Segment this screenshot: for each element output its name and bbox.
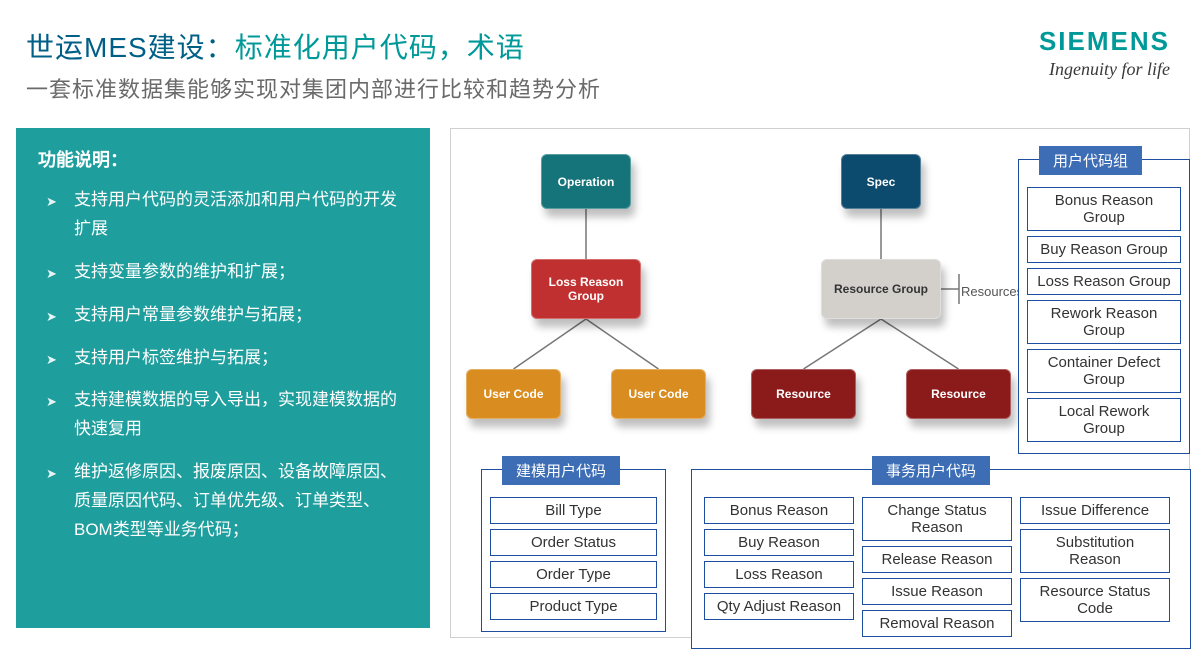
diagram-node-uc2: User Code — [611, 369, 706, 419]
group-items-user-code-groups: Bonus Reason Group Buy Reason Group Loss R… — [1027, 187, 1181, 442]
feature-item: 支持用户标签维护与拓展； — [46, 344, 408, 373]
group-model-user-codes: 建模用户代码 Bill TypeOrder StatusOrder TypePr… — [481, 469, 666, 632]
code-group-tag: Local Rework Group — [1027, 398, 1181, 442]
title-accent: 标准化用户代码，术语 — [235, 32, 525, 63]
code-group-tag: Rework Reason Group — [1027, 300, 1181, 344]
diagram-node-r1: Resource — [751, 369, 856, 419]
group-txn-user-codes: 事务用户代码 Bonus ReasonBuy ReasonLoss Reason… — [691, 469, 1191, 649]
model-code-tag: Order Status — [490, 529, 657, 556]
title-block: 世运MES建设：标准化用户代码，术语 一套标准数据集能够实现对集团内部进行比较和… — [26, 26, 601, 104]
diagram-node-op: Operation — [541, 154, 631, 209]
feature-item: 维护返修原因、报废原因、设备故障原因、质量原因代码、订单优先级、订单类型、BOM… — [46, 458, 408, 545]
txn-code-tag: Qty Adjust Reason — [704, 593, 854, 620]
feature-item: 支持建模数据的导入导出，实现建模数据的快速复用 — [46, 386, 408, 444]
group-items-model: Bill Type Order Status Order Type Product T… — [490, 497, 657, 620]
txn-code-tag: Change Status Reason — [862, 497, 1012, 541]
txn-col: Change Status Reason Release Reason Issue … — [862, 492, 1012, 642]
feature-panel: 功能说明： 支持用户代码的灵活添加和用户代码的开发扩展支持变量参数的维护和扩展；… — [16, 128, 430, 628]
txn-code-tag: Bonus Reason — [704, 497, 854, 524]
group-user-code-groups: 用户代码组 Bonus Reason GroupBuy Reason Group… — [1018, 159, 1190, 454]
diagram-node-r2: Resource — [906, 369, 1011, 419]
model-code-tag: Product Type — [490, 593, 657, 620]
feature-item: 支持用户常量参数维护与拓展； — [46, 301, 408, 330]
diagram-node-spec: Spec — [841, 154, 921, 209]
brand-block: SIEMENS Ingenuity for life — [1039, 26, 1170, 104]
feature-list: 支持用户代码的灵活添加和用户代码的开发扩展支持变量参数的维护和扩展； 支持用户常量… — [38, 186, 408, 545]
txn-code-tag: Issue Reason — [862, 578, 1012, 605]
txn-col: Issue Difference Substitution Reason Resou… — [1020, 492, 1170, 627]
txn-code-tag: Loss Reason — [704, 561, 854, 588]
brand-name: SIEMENS — [1039, 26, 1170, 57]
code-group-tag: Bonus Reason Group — [1027, 187, 1181, 231]
feature-item: 支持变量参数的维护和扩展； — [46, 258, 408, 287]
model-code-tag: Bill Type — [490, 497, 657, 524]
txn-code-tag: Release Reason — [862, 546, 1012, 573]
txn-col: Bonus Reason Buy Reason Loss Reason Qty Adj… — [704, 492, 854, 625]
group-title-user-code-groups: 用户代码组 — [1039, 146, 1142, 175]
txn-code-tag: Removal Reason — [862, 610, 1012, 637]
feature-item: 支持用户代码的灵活添加和用户代码的开发扩展 — [46, 186, 408, 244]
txn-code-tag: Resource Status Code — [1020, 578, 1170, 622]
page-subtitle: 一套标准数据集能够实现对集团内部进行比较和趋势分析 — [26, 72, 601, 104]
code-group-tag: Loss Reason Group — [1027, 268, 1181, 295]
diagram-node-lrg: Loss Reason Group — [531, 259, 641, 319]
brand-tagline: Ingenuity for life — [1039, 59, 1170, 80]
diagram-node-rg: Resource Group — [821, 259, 941, 319]
txn-code-tag: Buy Reason — [704, 529, 854, 556]
resources-side-label: Resources — [961, 284, 1023, 299]
diagram-canvas: Operation Loss Reason Group User Code User … — [450, 128, 1190, 638]
group-title-txn: 事务用户代码 — [872, 456, 990, 485]
model-code-tag: Order Type — [490, 561, 657, 588]
feature-panel-title: 功能说明： — [38, 146, 408, 172]
header: 世运MES建设：标准化用户代码，术语 一套标准数据集能够实现对集团内部进行比较和… — [0, 0, 1200, 114]
txn-code-tag: Issue Difference — [1020, 497, 1170, 524]
group-cols-txn: Bonus Reason Buy Reason Loss Reason Qty Adj… — [700, 492, 1182, 642]
group-title-model: 建模用户代码 — [502, 456, 620, 485]
code-group-tag: Buy Reason Group — [1027, 236, 1181, 263]
txn-code-tag: Substitution Reason — [1020, 529, 1170, 573]
page-title: 世运MES建设：标准化用户代码，术语 — [26, 26, 601, 66]
title-prefix: 世运MES建设： — [26, 32, 235, 63]
diagram-node-uc1: User Code — [466, 369, 561, 419]
code-group-tag: Container Defect Group — [1027, 349, 1181, 393]
